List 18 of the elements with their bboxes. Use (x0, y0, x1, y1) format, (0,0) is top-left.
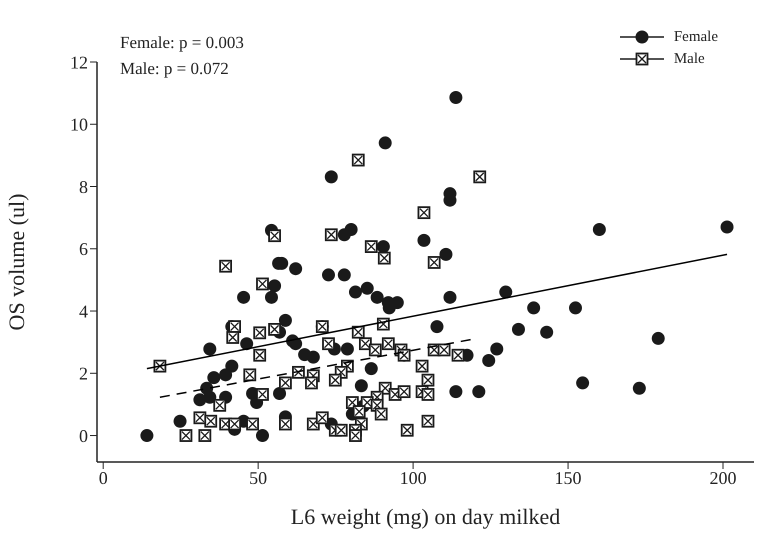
x-tick-label: 100 (400, 468, 427, 488)
legend-label: Male (674, 50, 705, 68)
x-axis-title: L6 weight (mg) on day milked (290, 504, 560, 529)
x-tick-label: 200 (710, 468, 737, 488)
legend-label: Female (674, 28, 718, 46)
x-tick-label: 0 (98, 468, 108, 488)
y-tick-label: 4 (79, 301, 88, 322)
annotation: Male: p = 0.072 (120, 58, 230, 80)
y-tick-label: 8 (79, 176, 88, 197)
x-tick-label: 50 (249, 468, 268, 488)
y-tick-label: 10 (70, 114, 88, 135)
y-tick-label: 6 (79, 239, 88, 260)
y-tick-label: 2 (79, 364, 88, 384)
y-tick-label: 12 (70, 52, 88, 72)
y-axis-title: OS volume (ul) (4, 194, 29, 330)
text: Female: p = 0.003 (120, 32, 244, 54)
y-tick-label: 0 (79, 426, 88, 446)
x-tick-label: 150 (554, 468, 582, 488)
